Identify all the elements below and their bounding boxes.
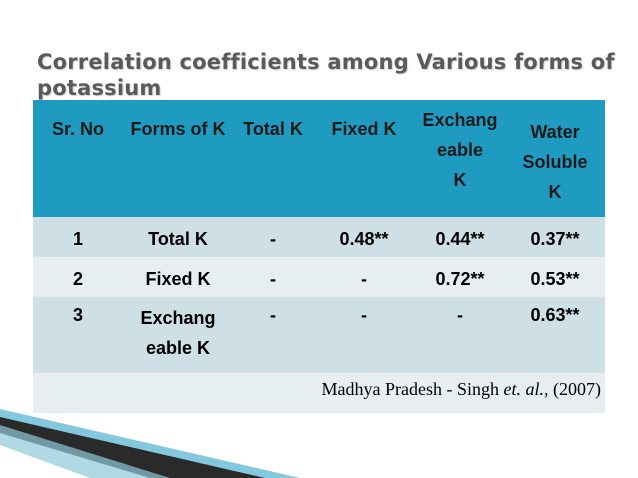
- correlation-table: Sr. No Forms of K Total K Fixed K Exchan…: [33, 100, 605, 413]
- table-row: 2 Fixed K - - 0.72** 0.53**: [33, 257, 605, 297]
- cell-water: 0.37**: [530, 229, 580, 249]
- header-water-line1: Water: [530, 122, 580, 142]
- header-water-line2: Soluble: [522, 152, 588, 172]
- header-sr-no: Sr. No: [51, 119, 104, 139]
- cell-water: 0.53**: [530, 269, 580, 289]
- decorative-swoosh: [0, 409, 300, 478]
- header-water-soluble-k: Water Soluble K: [505, 100, 605, 217]
- cell-total: -: [270, 305, 276, 325]
- source-year: (2007): [548, 379, 601, 399]
- cell-form: Exchang eable K: [140, 308, 216, 358]
- table-row: 1 Total K - 0.48** 0.44** 0.37**: [33, 217, 605, 257]
- cell-total: -: [270, 229, 276, 249]
- cell-form: Total K: [148, 229, 208, 249]
- header-exch-line3: K: [453, 170, 467, 190]
- header-total-k: Total K: [243, 119, 303, 139]
- cell-exch: 0.72**: [435, 269, 485, 289]
- cell-fixed: -: [361, 269, 367, 289]
- table-header-row: Sr. No Forms of K Total K Fixed K Exchan…: [33, 100, 605, 217]
- swoosh-dark: [0, 417, 265, 478]
- header-exch-line1: Exchang: [422, 110, 498, 130]
- header-exch-line2: eable: [436, 140, 484, 160]
- source-prefix: Madhya Pradesh - Singh: [321, 379, 504, 399]
- cell-sr: 1: [72, 229, 83, 249]
- swoosh-light: [0, 425, 170, 478]
- header-forms-of-k: Forms of K: [130, 119, 226, 139]
- cell-total: -: [270, 269, 276, 289]
- cell-fixed: 0.48**: [339, 229, 389, 249]
- table-row: 3 Exchang eable K - - - 0.63**: [33, 297, 605, 373]
- source-et-al: et. al.,: [503, 379, 549, 399]
- slide-title: Correlation coefficients among Various f…: [37, 50, 615, 100]
- cell-water: 0.63**: [530, 305, 580, 325]
- cell-fixed: -: [361, 305, 367, 325]
- cell-exch: 0.44**: [435, 229, 485, 249]
- cell-exch: -: [457, 305, 463, 325]
- cell-sr: 2: [72, 269, 83, 289]
- swoosh-blue: [0, 409, 300, 478]
- source-citation: Madhya Pradesh - Singh et. al., (2007): [33, 373, 605, 413]
- cell-sr: 3: [72, 305, 83, 325]
- header-exchangeable-k: Exchang eable K: [415, 100, 505, 217]
- header-water-line3: K: [548, 182, 562, 202]
- source-row: Madhya Pradesh - Singh et. al., (2007): [33, 373, 605, 413]
- cell-form: Fixed K: [145, 269, 211, 289]
- header-fixed-k: Fixed K: [331, 119, 397, 139]
